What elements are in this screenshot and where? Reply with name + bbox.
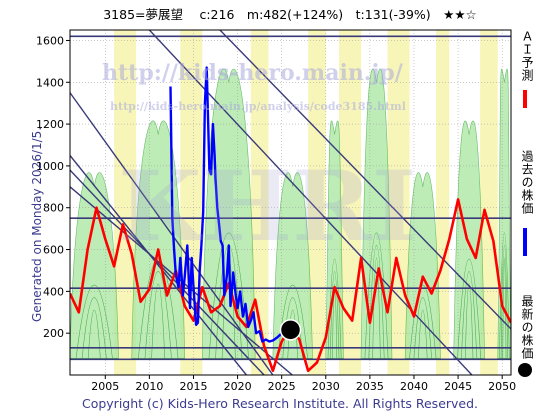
x-tick-label: 2005 [91,380,119,393]
x-tick-label: 2010 [135,380,163,393]
horizontal-levels [70,35,511,361]
x-tick-label: 2030 [312,380,340,393]
x-tick-label: 2045 [444,380,472,393]
latest-price-dot [279,319,302,341]
watermark-url: http://kids-hero.main.jp/ [102,60,403,86]
legend-latest-swatch [518,363,532,377]
y-tick-label: 1200 [36,118,64,131]
y-tick-label: 600 [43,244,64,257]
y-tick-label: 400 [43,285,64,298]
generated-note: Generated on Monday 2026/1/5. [30,126,44,322]
trend-line [148,30,473,375]
y-tick-label: 200 [43,327,64,340]
y-tick-label: 1600 [36,34,64,47]
green-band [272,172,313,359]
trend-line [219,30,511,330]
legend-past-label: 過去の株価 [520,150,534,215]
chart-title: 3185=夢展望 c:216 m:482(+124%) t:131(-39%) … [103,7,477,22]
trend-line [70,169,265,375]
x-tick-label: 2025 [268,380,296,393]
trend-line [70,155,247,375]
legend-latest-label: 最新の株価 [520,295,534,360]
copyright: Copyright (c) Kids-Hero Research Institu… [81,396,479,411]
x-tick-label: 2020 [224,380,252,393]
legend-ai-label: ＡＩ予測 [520,30,534,82]
x-tick-label: 2040 [400,380,428,393]
y-tick-label: 1400 [36,76,64,89]
x-axis: 2005 2010 2015 2020 2025 2030 2035 2040 2045 2050 [91,375,516,393]
y-tick-label: 800 [43,202,64,215]
x-tick-label: 2035 [356,380,384,393]
x-tick-label: 2050 [488,380,516,393]
trend-line [70,92,274,375]
grid [70,30,511,375]
watermark-url-analysis: http://kids-hero.main.jp/analysis/code31… [110,100,406,113]
series-lines [70,66,511,373]
x-tick-label: 2015 [179,380,207,393]
y-tick-label: 1000 [36,160,64,173]
y-axis: 200 400 600 800 1000 1200 1400 1600 [36,34,70,340]
watermark-logo: KHRI [118,150,417,263]
past-price-line [169,66,292,343]
